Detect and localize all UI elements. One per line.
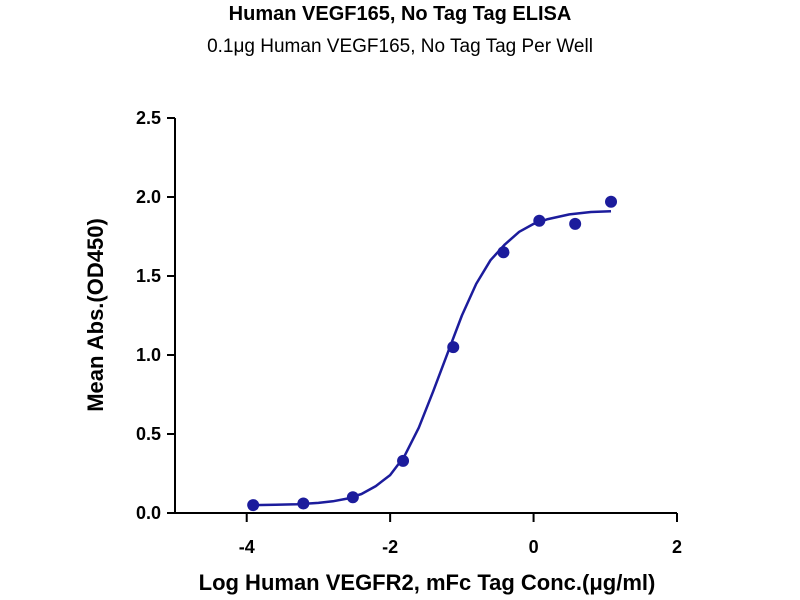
- fit-curve-layer: [253, 209, 612, 507]
- data-point: [447, 341, 460, 354]
- y-tick-label: 0.5: [136, 424, 161, 444]
- data-point: [297, 497, 310, 510]
- y-tick-label: 2.0: [136, 187, 161, 207]
- data-point: [247, 499, 260, 512]
- y-tick-label: 0.0: [136, 503, 161, 523]
- y-tick-label: 1.5: [136, 266, 161, 286]
- x-axis-label: Log Human VEGFR2, mFc Tag Conc.(μg/ml): [199, 570, 656, 595]
- y-tick-label: 1.0: [136, 345, 161, 365]
- axes: 0.0 0.5 1.0 1.5 2.0 2.5 -4 -2 0 2: [136, 108, 682, 557]
- x-tick-label: -2: [382, 537, 398, 557]
- data-point: [397, 454, 410, 467]
- data-point: [569, 217, 582, 230]
- y-tick-label: 2.5: [136, 108, 161, 128]
- data-point: [605, 195, 618, 208]
- data-points-layer: [247, 195, 618, 512]
- chart-subtitle: 0.1μg Human VEGF165, No Tag Tag Per Well: [207, 36, 593, 57]
- data-point: [533, 214, 546, 227]
- y-axis-label: Mean Abs.(OD450): [83, 218, 108, 412]
- chart-title: Human VEGF165, No Tag Tag ELISA: [228, 3, 572, 25]
- data-point: [346, 491, 359, 504]
- x-tick-label: -4: [239, 537, 255, 557]
- fit-curve: [253, 209, 612, 507]
- x-tick-label: 2: [672, 537, 682, 557]
- data-point: [497, 246, 510, 259]
- x-tick-label: 0: [529, 537, 539, 557]
